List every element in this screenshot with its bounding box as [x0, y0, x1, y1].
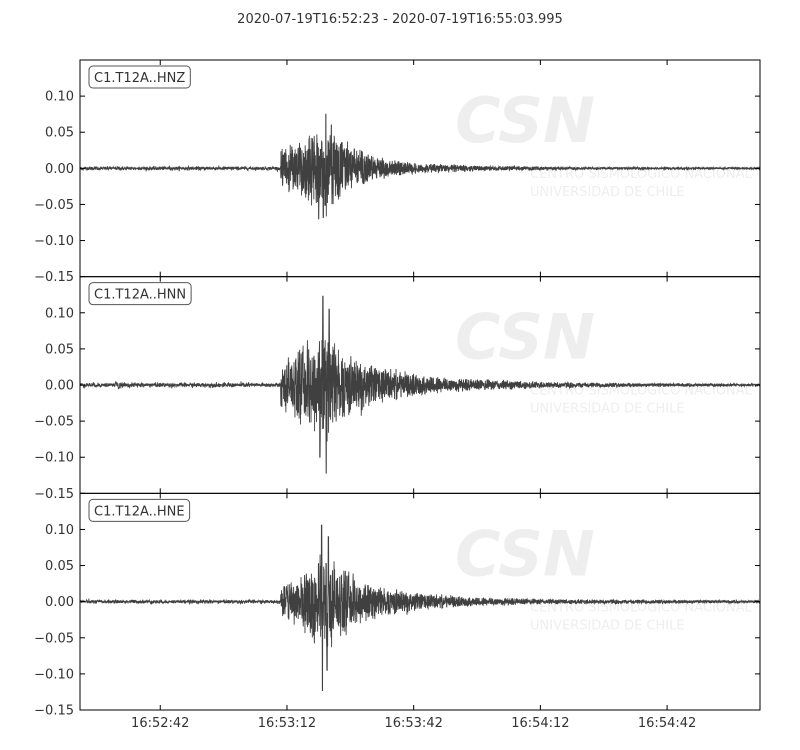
- channel-label: C1.T12A..HNZ: [94, 71, 185, 86]
- x-tick-label: 16:52:42: [131, 716, 189, 731]
- watermark-logo: CSN: [455, 517, 595, 590]
- channel-label: C1.T12A..HNN: [94, 288, 186, 303]
- x-tick-label: 16:53:12: [258, 716, 316, 731]
- x-tick-label: 16:54:42: [638, 716, 696, 731]
- channel-label: C1.T12A..HNE: [94, 504, 185, 519]
- y-tick-label: −0.10: [34, 451, 74, 466]
- y-tick-label: 0.10: [45, 523, 74, 538]
- y-tick-label: 0.05: [45, 126, 74, 141]
- watermark-line-2: UNIVERSIDAD DE CHILE: [530, 618, 685, 633]
- watermark-line-1: CENTRO SISMOLÓGICO NACIONAL: [530, 383, 753, 399]
- chart-title: 2020-07-19T16:52:23 - 2020-07-19T16:55:0…: [237, 12, 563, 27]
- watermark-line-2: UNIVERSIDAD DE CHILE: [530, 402, 685, 417]
- y-tick-label: 0.00: [45, 595, 74, 610]
- y-tick-label: 0.05: [45, 342, 74, 357]
- y-tick-label: −0.05: [34, 415, 74, 430]
- watermark-line-2: UNIVERSIDAD DE CHILE: [530, 185, 685, 200]
- y-tick-label: −0.05: [34, 198, 74, 213]
- y-tick-label: −0.05: [34, 631, 74, 646]
- y-tick-label: 0.10: [45, 90, 74, 105]
- channel-label-box: [88, 282, 192, 306]
- trace-panel-1: CSN CENTRO SISMOLÓGICO NACIONAL UNIVERSIDA…: [34, 59, 761, 285]
- waveform-trace: [79, 113, 761, 220]
- watermark-line-1: CENTRO SISMOLÓGICO NACIONAL: [530, 166, 753, 182]
- trace-panel-3: CSN CENTRO SISMOLÓGICO NACIONAL UNIVERSIDA…: [34, 492, 761, 719]
- y-tick-label: −0.10: [34, 234, 74, 249]
- y-tick-label: −0.15: [34, 270, 74, 285]
- x-tick-label: 16:53:42: [384, 716, 442, 731]
- x-tick-label: 16:54:12: [511, 716, 569, 731]
- y-tick-label: 0.05: [45, 559, 74, 574]
- channel-label-box: [88, 498, 191, 522]
- waveform-trace: [79, 524, 761, 691]
- watermark-logo: CSN: [455, 84, 595, 157]
- watermark-line-1: CENTRO SISMOLÓGICO NACIONAL: [530, 599, 753, 615]
- y-tick-label: −0.10: [34, 667, 74, 682]
- y-tick-label: −0.15: [34, 487, 74, 502]
- watermark-logo: CSN: [455, 301, 595, 374]
- y-tick-label: 0.10: [45, 306, 74, 321]
- y-tick-label: 0.00: [45, 379, 74, 394]
- trace-panel-2: CSN CENTRO SISMOLÓGICO NACIONAL UNIVERSIDA…: [34, 276, 761, 502]
- y-tick-label: 0.00: [45, 162, 74, 177]
- waveform-trace: [79, 295, 761, 474]
- y-tick-label: −0.15: [34, 704, 74, 719]
- channel-label-box: [88, 65, 191, 89]
